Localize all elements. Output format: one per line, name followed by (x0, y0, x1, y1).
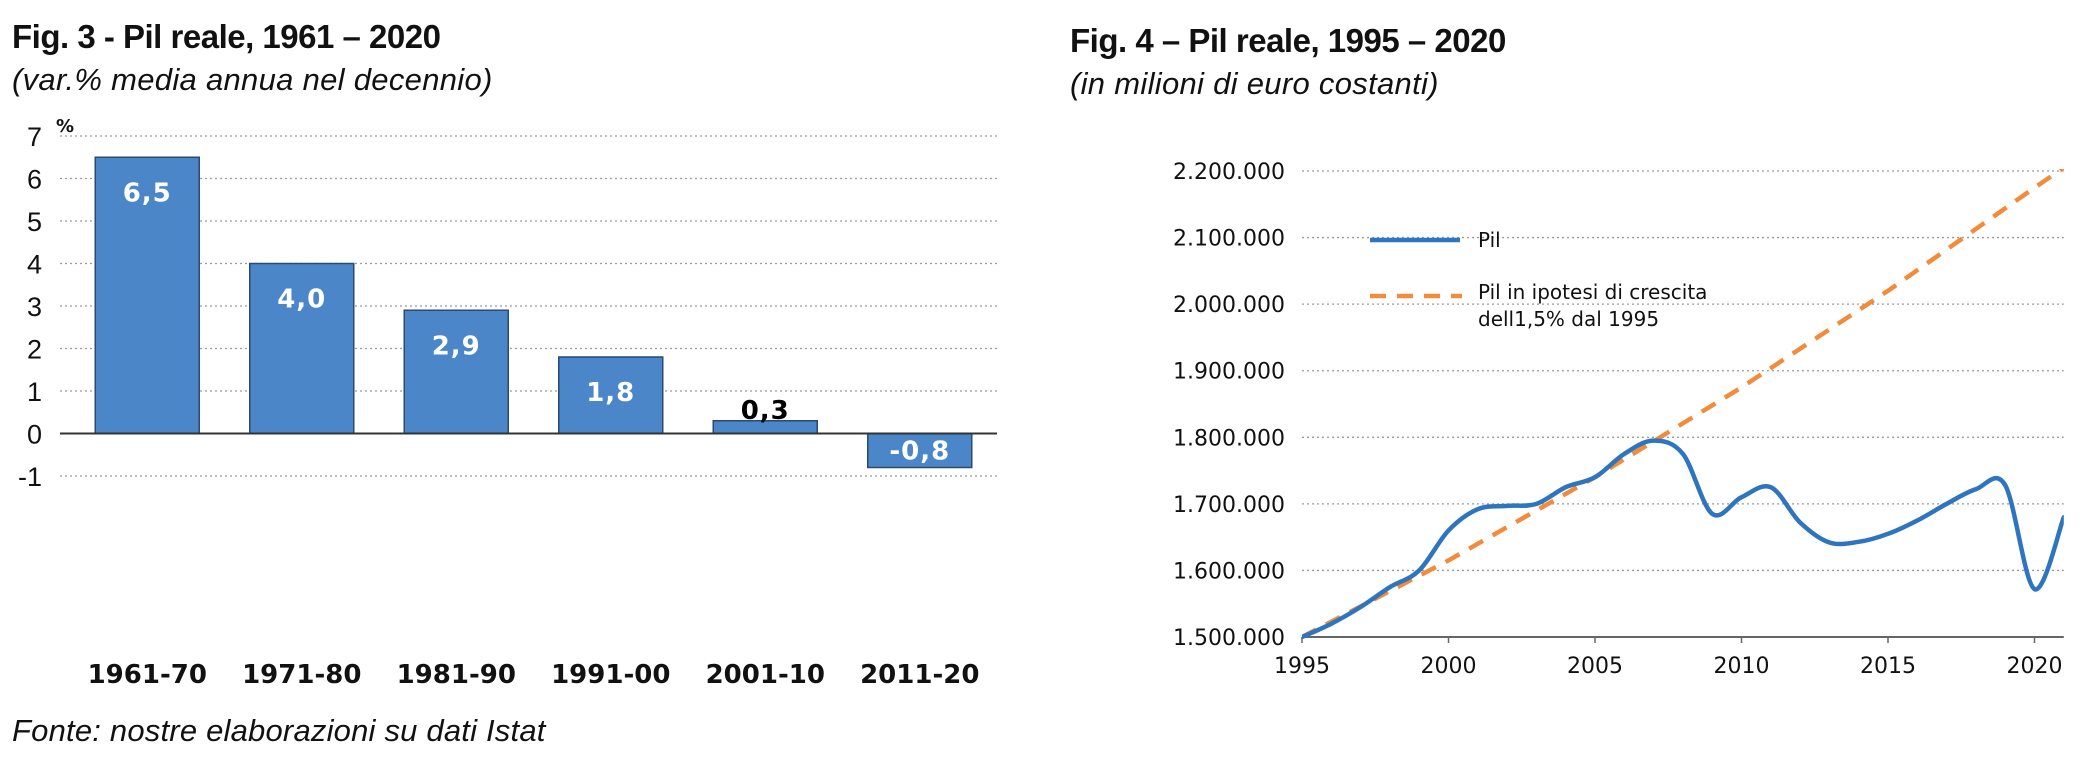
y-tick-label: 4 (27, 250, 42, 280)
figure-4-subtitle: (in milioni di euro costanti) (1070, 66, 1439, 101)
x-tick-label: 2010 (1714, 654, 1770, 679)
y-tick-label: 7 (27, 122, 42, 152)
y-tick-label: 2 (27, 335, 42, 365)
x-category-label: 2011-20 (860, 660, 979, 690)
figure-3: Fig. 3 - Pil reale, 1961 – 2020 (var.% m… (12, 0, 1012, 765)
x-category-label: 1971-80 (242, 660, 361, 690)
x-tick-label: 1995 (1274, 654, 1330, 679)
y-unit-label: % (56, 116, 74, 137)
figure-3-title: Fig. 3 - Pil reale, 1961 – 2020 (12, 18, 441, 55)
y-tick-label: 2.000.000 (1173, 293, 1285, 318)
y-tick-label: 6 (27, 165, 42, 195)
bar-value-label: 1,8 (586, 378, 635, 408)
x-category-label: 2001-10 (706, 660, 825, 690)
y-tick-label: 1.600.000 (1173, 559, 1285, 584)
figure-4-title: Fig. 4 – Pil reale, 1995 – 2020 (1070, 22, 1506, 59)
series-group (1302, 169, 2064, 639)
bar-value-label: 4,0 (277, 285, 326, 315)
x-category-label: 1961-70 (88, 660, 207, 690)
x-category-label: 1991-00 (551, 660, 670, 690)
y-tick-label: 1.800.000 (1173, 426, 1285, 451)
figure-3-subtitle: (var.% media annua nel decennio) (12, 62, 493, 97)
x-tick-label: 2005 (1567, 654, 1623, 679)
y-tick-label: 1.700.000 (1173, 493, 1285, 518)
legend-label-pil: Pil (1478, 228, 1501, 252)
y-tick-label: 5 (27, 207, 42, 237)
bar (249, 262, 355, 435)
bar-value-label: -0,8 (889, 437, 950, 467)
source-note: Fonte: nostre elaborazioni su dati Istat (12, 713, 546, 748)
y-tick-label: 2.200.000 (1173, 160, 1285, 185)
y-tick-label: 3 (27, 292, 42, 322)
bar-chart: -1 0 1 2 3 4 5 6 7 % 6,5 1961-70 4,0 1971-80 2,9 1981-9… (18, 116, 997, 690)
y-tick-label: 1.900.000 (1173, 360, 1285, 385)
bar (403, 309, 509, 435)
bar-value-label: 2,9 (432, 331, 481, 361)
x-tick-label: 2020 (2007, 654, 2063, 679)
bar-value-label: 6,5 (123, 178, 172, 208)
bar-value-label: 0,3 (741, 396, 790, 426)
x-tick-label: 2015 (1860, 654, 1916, 679)
legend-label-dashed-line1: Pil in ipotesi di crescita (1478, 280, 1707, 304)
legend-label-dashed-line2: dell1,5% dal 1995 (1478, 307, 1659, 331)
line-chart: 1.500.000 1.600.000 1.700.000 1.800.000 1.90… (1173, 160, 2064, 679)
series-line-dashed (1302, 169, 2064, 639)
y-tick-label: 0 (27, 420, 42, 450)
series-line-pil (1302, 438, 2064, 639)
x-tick-label: 2000 (1421, 654, 1477, 679)
x-category-label: 1981-90 (397, 660, 516, 690)
y-tick-label: 1.500.000 (1173, 626, 1285, 651)
bar (558, 356, 664, 435)
y-tick-label: 1 (27, 377, 42, 407)
y-tick-label: 2.100.000 (1173, 227, 1285, 252)
figure-4: Fig. 4 – Pil reale, 1995 – 2020 (in mili… (1070, 0, 2093, 765)
y-tick-label: -1 (18, 462, 42, 492)
